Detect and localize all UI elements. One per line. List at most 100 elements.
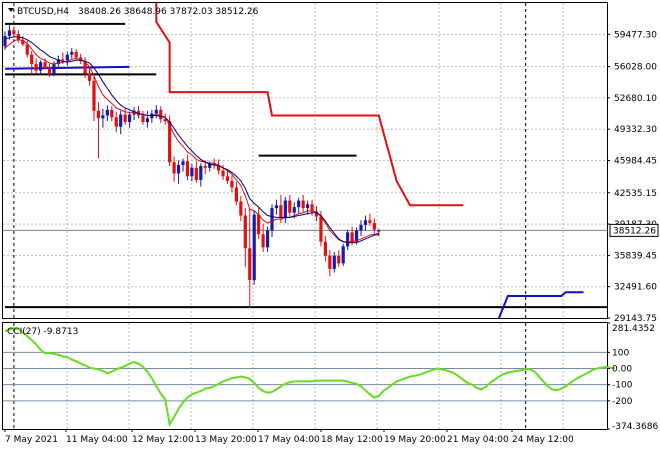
candle-body-60 [270, 208, 274, 231]
candle-body-72 [323, 241, 327, 256]
candle-body-9 [43, 62, 47, 68]
price-ytick-label-8: 32491.60 [614, 283, 657, 293]
candle-body-73 [328, 255, 332, 269]
candle-body-78 [350, 232, 354, 242]
candle-body-7 [34, 64, 38, 71]
candle-body-27 [123, 114, 127, 123]
x-tick-label-0: 7 May 2021 [5, 435, 58, 445]
candle-body-25 [114, 117, 118, 127]
price-layer [3, 3, 607, 319]
candle-body-1 [7, 30, 12, 36]
candle-body-24 [110, 109, 114, 118]
price-ytick-label-2: 52680.10 [614, 94, 657, 104]
candle-body-26 [119, 114, 123, 127]
candle-body-45 [203, 165, 207, 168]
candle-body-63 [283, 200, 287, 219]
candle-body-34 [154, 109, 158, 114]
candle-body-36 [163, 119, 167, 122]
x-tick-label-3: 13 May 20:00 [195, 435, 257, 445]
candle-body-35 [159, 109, 163, 120]
candle-body-67 [301, 200, 305, 209]
current-price-box [609, 223, 659, 237]
candle-body-84 [377, 230, 381, 232]
candle-body-16 [74, 51, 78, 58]
candle-body-19 [87, 73, 92, 81]
candle-body-81 [363, 220, 368, 225]
triangle-down-icon [8, 8, 14, 12]
x-tick-label-1: 11 May 04:00 [66, 435, 128, 445]
candle-body-69 [310, 204, 314, 212]
candle-body-13 [61, 59, 65, 61]
candle-body-28 [128, 114, 132, 123]
candle-body-61 [274, 205, 279, 209]
x-tick-label-5: 18 May 12:00 [321, 435, 383, 445]
candle-body-40 [181, 161, 185, 166]
candle-body-66 [297, 200, 301, 208]
candle-body-48 [217, 165, 221, 171]
candle-body-56 [252, 214, 256, 281]
candle-body-18 [83, 61, 87, 74]
price-ytick-label-4: 45984.45 [614, 157, 657, 167]
cci-ytick-label-5: -374.3686 [612, 422, 658, 432]
candle-body-76 [341, 246, 345, 264]
candle-body-6 [30, 54, 34, 65]
candle-body-74 [332, 255, 336, 269]
candle-body-8 [39, 62, 43, 71]
x-tick-label-2: 12 May 12:00 [132, 435, 194, 445]
x-tick-label-7: 21 May 04:00 [447, 435, 509, 445]
candle-body-82 [368, 220, 372, 224]
symbol-label: BTCUSD,H4 [17, 7, 69, 17]
candle-body-44 [199, 165, 203, 180]
trailing-stop-lower-2 [498, 291, 584, 319]
candle-body-68 [306, 204, 310, 209]
candle-body-51 [230, 180, 234, 188]
candle-body-57 [257, 214, 261, 235]
candle-body-42 [190, 167, 194, 177]
x-tick-label-4: 17 May 04:00 [258, 435, 320, 445]
candle-body-47 [212, 163, 216, 166]
axis-layer: 59477.30 56028.00 52680.10 49332.30 45984.45… [4, 30, 659, 445]
candle-body-32 [145, 118, 149, 123]
cci-ytick-label-3: -100 [612, 381, 633, 391]
cci-line [4, 327, 615, 428]
candle-body-41 [185, 161, 190, 177]
price-ytick-label-0: 59477.30 [614, 30, 657, 40]
candle-body-5 [25, 44, 29, 55]
cci-ytick-label-2: 0.00 [612, 364, 632, 374]
candle-body-21 [96, 110, 101, 119]
candle-body-39 [176, 165, 181, 174]
candle-body-31 [141, 115, 145, 123]
grid-layer [3, 3, 607, 429]
candle-body-62 [279, 205, 283, 219]
candle-body-77 [346, 232, 350, 247]
candle-body-38 [172, 162, 176, 174]
price-ytick-label-1: 56028.00 [614, 63, 657, 73]
candle-body-71 [319, 216, 323, 242]
candle-body-46 [208, 163, 212, 168]
candle-body-50 [225, 176, 230, 181]
price-ytick-label-9: 29143.75 [614, 314, 657, 324]
ma_slow-line [4, 36, 379, 244]
trailing-stop-upper [155, 3, 464, 207]
candle-body-2 [12, 30, 16, 35]
ma_fast-line [4, 39, 379, 243]
candle-body-79 [354, 230, 359, 242]
current-price-label: 38512.26 [613, 226, 656, 236]
candle-body-58 [261, 234, 265, 248]
candle-body-20 [92, 80, 96, 111]
candle-body-14 [65, 54, 69, 61]
candle-body-83 [372, 223, 376, 230]
candle-body-64 [288, 200, 292, 213]
cci-ytick-label-4: -200 [612, 397, 633, 407]
cci-ytick-label-0: 281.4352 [612, 324, 655, 334]
candle-body-4 [21, 39, 25, 45]
candle-body-75 [337, 255, 341, 264]
candle-body-54 [243, 215, 247, 249]
x-tick-label-6: 19 May 20:00 [384, 435, 446, 445]
cci-layer [4, 327, 615, 428]
cci-title: CCI(27) -9.8713 [7, 327, 78, 337]
candle-body-37 [168, 121, 172, 163]
price-ytick-label-3: 49332.30 [614, 125, 657, 135]
candle-body-10 [47, 67, 52, 75]
candle-body-53 [239, 201, 243, 216]
